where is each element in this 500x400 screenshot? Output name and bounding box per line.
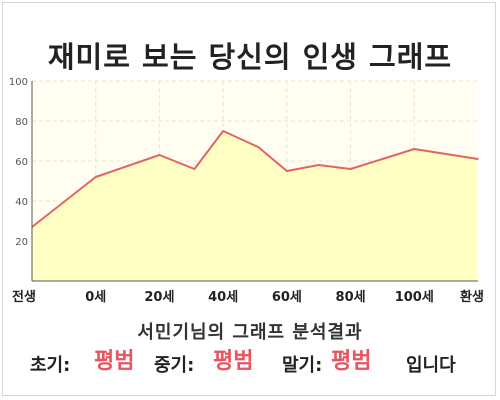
data-point — [257, 146, 259, 148]
x-tick-label: 60세 — [272, 290, 302, 305]
x-tick-label: 40세 — [208, 290, 238, 305]
data-point — [222, 130, 224, 132]
x-tick-label: 100세 — [395, 290, 434, 305]
data-point — [413, 148, 416, 150]
data-point — [349, 168, 352, 170]
y-tick-label: 40 — [15, 197, 28, 208]
y-tick-label: 20 — [15, 237, 28, 248]
x-tick-label: 0세 — [85, 290, 106, 305]
data-point — [158, 154, 161, 156]
data-point — [193, 168, 196, 170]
late-value: 평범 — [331, 349, 372, 374]
middle-value: 평범 — [213, 349, 254, 374]
series-area — [32, 131, 478, 281]
late-label: 말기: — [282, 355, 323, 376]
chart-frame — [2, 2, 496, 396]
data-point — [317, 164, 320, 166]
data-point — [477, 158, 479, 160]
y-tick-label: 80 — [15, 117, 28, 128]
middle-label: 중기: — [154, 355, 195, 376]
x-tick-label: 80세 — [336, 290, 366, 305]
y-tick-label: 100 — [9, 77, 28, 88]
x-tick-label: 20세 — [144, 290, 174, 305]
ending-text: 입니다 — [406, 355, 456, 376]
early-value: 평범 — [94, 349, 135, 374]
analysis-summary: 초기: 평범 중기: 평범 말기: 평범 입니다 — [0, 344, 500, 380]
x-tick-label: 환생 — [460, 289, 484, 305]
y-tick-label: 60 — [15, 157, 28, 168]
early-label: 초기: — [30, 355, 71, 376]
x-tick-label: 전생 — [12, 289, 36, 305]
chart-title: 재미로 보는 당신의 인생 그래프 — [47, 40, 453, 74]
data-point — [286, 170, 288, 172]
analysis-heading: 서민기님의 그래프 분석결과 — [137, 322, 363, 343]
data-point — [94, 176, 97, 178]
